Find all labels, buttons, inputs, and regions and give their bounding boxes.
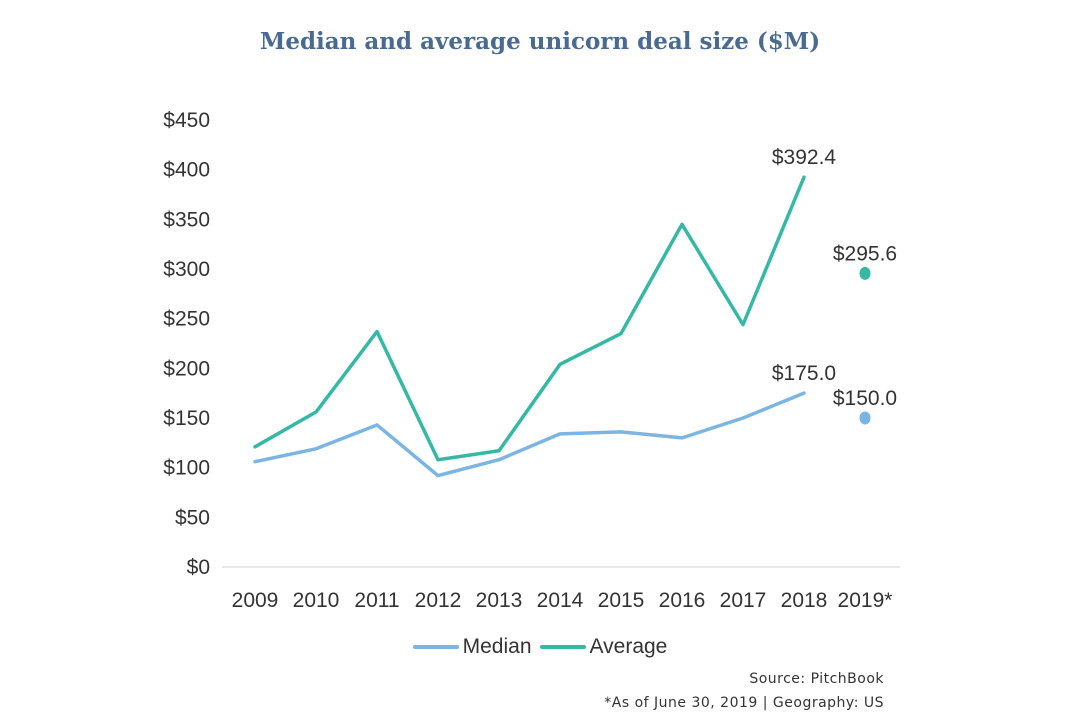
legend-swatch-average (539, 645, 586, 649)
data-labels: $175.0$150.0 $392.4 $295.6 (772, 146, 897, 410)
y-tick-label: $100 (163, 457, 210, 480)
x-tick-label: 2014 (537, 589, 584, 612)
legend: Median Average (0, 632, 1080, 662)
y-tick-label: $450 (163, 109, 210, 132)
data-label: $150.0 (833, 387, 897, 410)
x-axis-ticks: 2009 2010 2011 2012 2013 2014 2015 2016 2017 2018… (232, 589, 893, 612)
x-tick-label: 2009 (232, 589, 279, 612)
legend-item-average: Average (539, 635, 668, 659)
y-tick-label: $200 (163, 357, 210, 380)
y-tick-label: $150 (163, 407, 210, 430)
y-axis-ticks: $0 $50 $100 $150 $200 $250 $300 $350 $400 $450 (163, 109, 210, 579)
x-tick-label: 2018 (781, 589, 828, 612)
x-tick-label: 2012 (415, 589, 462, 612)
x-tick-label: 2011 (354, 589, 399, 612)
data-label: $175.0 (772, 362, 836, 385)
data-label: $392.4 (772, 146, 837, 169)
series-lines (253, 175, 806, 478)
legend-item-median: Median (412, 635, 532, 659)
x-tick-label: 2010 (293, 589, 340, 612)
series-line-median (253, 391, 806, 478)
x-tick-label: 2015 (598, 589, 645, 612)
data-label: $295.6 (833, 242, 897, 265)
legend-label-median: Median (462, 635, 532, 658)
data-point-median (859, 411, 871, 425)
footnote: *As of June 30, 2019 | Geography: US (604, 695, 884, 711)
data-point-average (859, 266, 871, 280)
y-tick-label: $250 (163, 308, 210, 331)
y-tick-label: $0 (187, 556, 210, 579)
series-line-average (253, 175, 806, 462)
y-tick-label: $350 (163, 208, 210, 231)
x-tick-label: 2017 (720, 589, 767, 612)
source-note: Source: PitchBook (749, 671, 884, 687)
chart-title: Median and average unicorn deal size ($M… (259, 28, 821, 55)
x-tick-label: 2019* (838, 589, 893, 612)
y-tick-label: $300 (163, 258, 210, 281)
legend-label-average: Average (589, 635, 668, 658)
y-tick-label: $50 (175, 506, 210, 529)
x-tick-label: 2016 (659, 589, 706, 612)
x-tick-label: 2013 (476, 589, 523, 612)
y-tick-label: $400 (163, 159, 210, 182)
series-points (859, 266, 871, 425)
legend-swatch-median (412, 645, 459, 649)
